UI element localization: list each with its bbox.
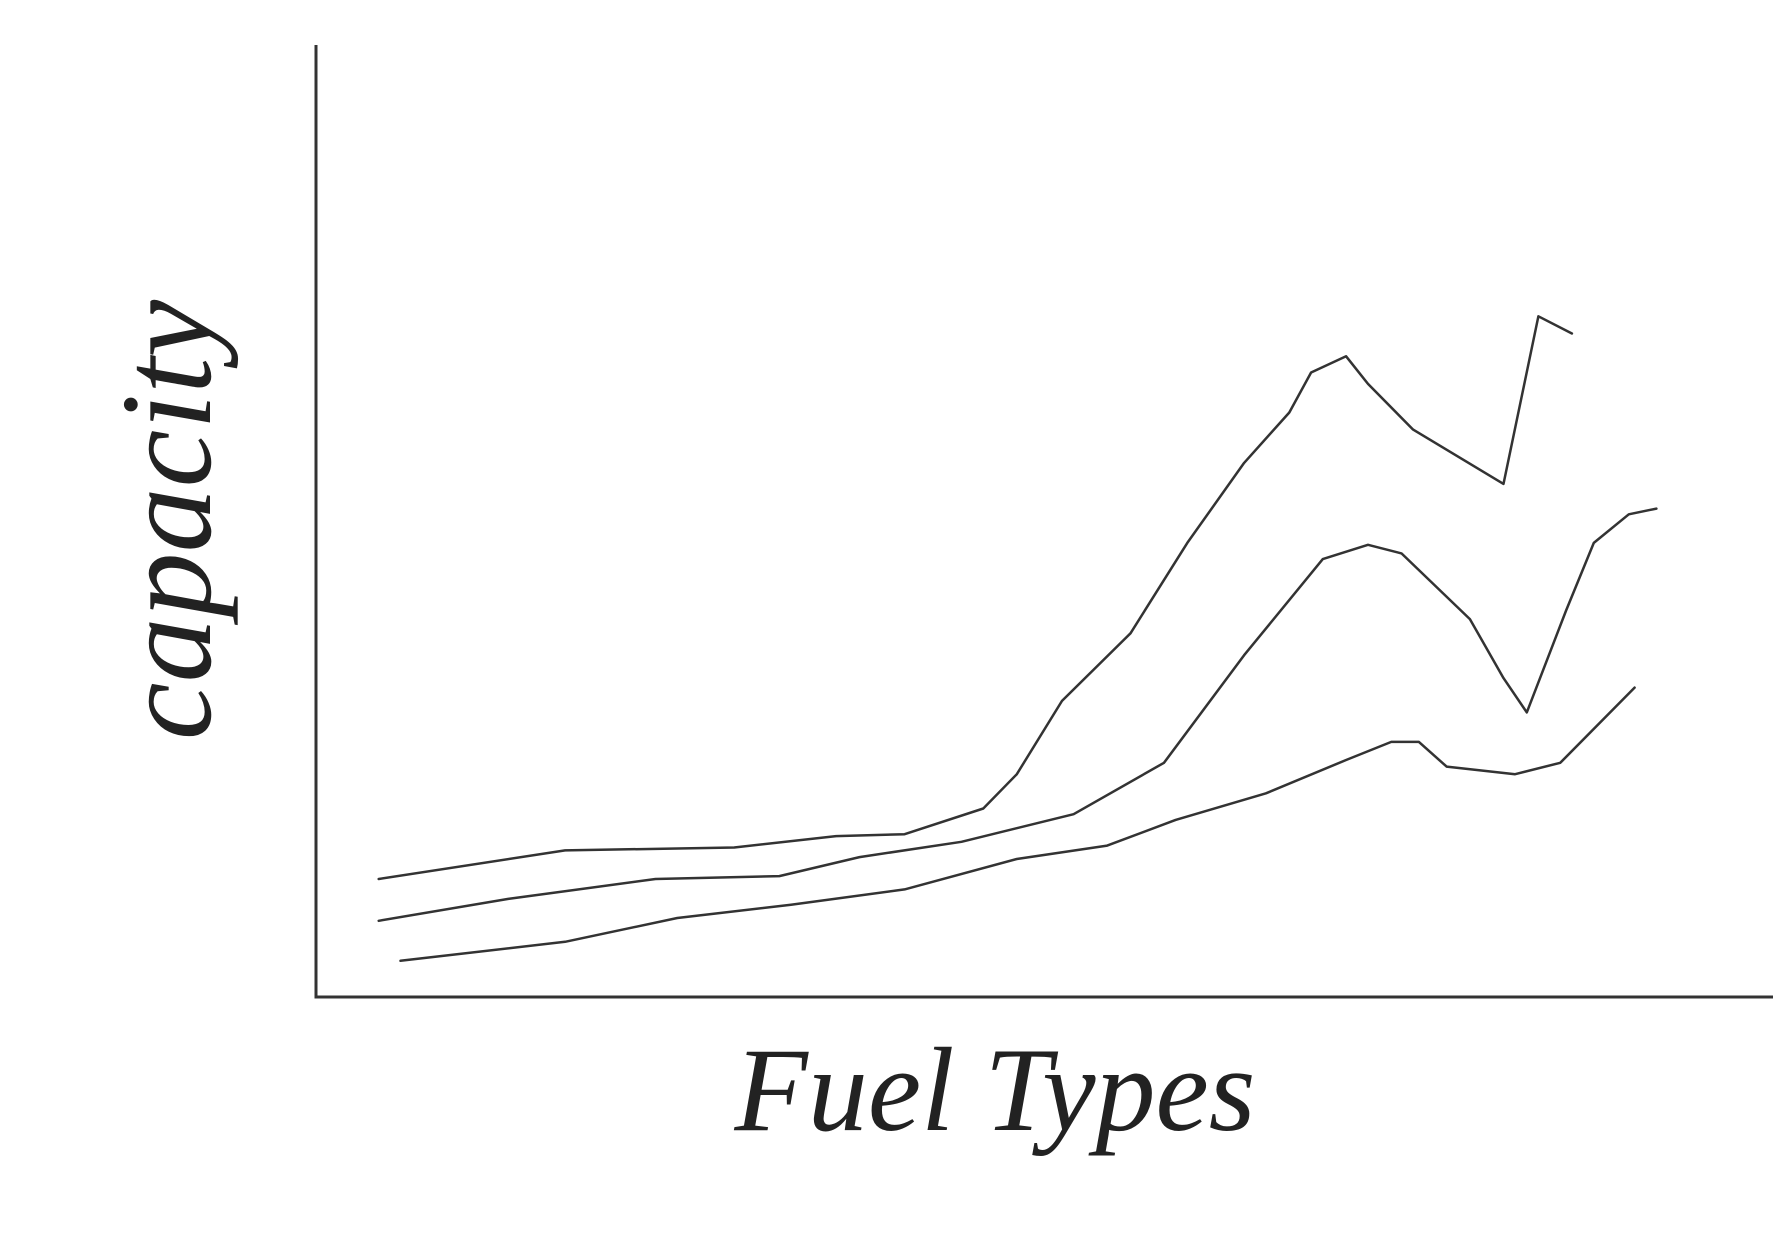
x-axis-label: Fuel Types xyxy=(734,1023,1256,1156)
y-axis-label: capacity xyxy=(95,300,239,741)
line xyxy=(399,686,1636,963)
line xyxy=(377,315,1574,881)
axes xyxy=(314,45,1773,999)
line xyxy=(377,507,1658,923)
